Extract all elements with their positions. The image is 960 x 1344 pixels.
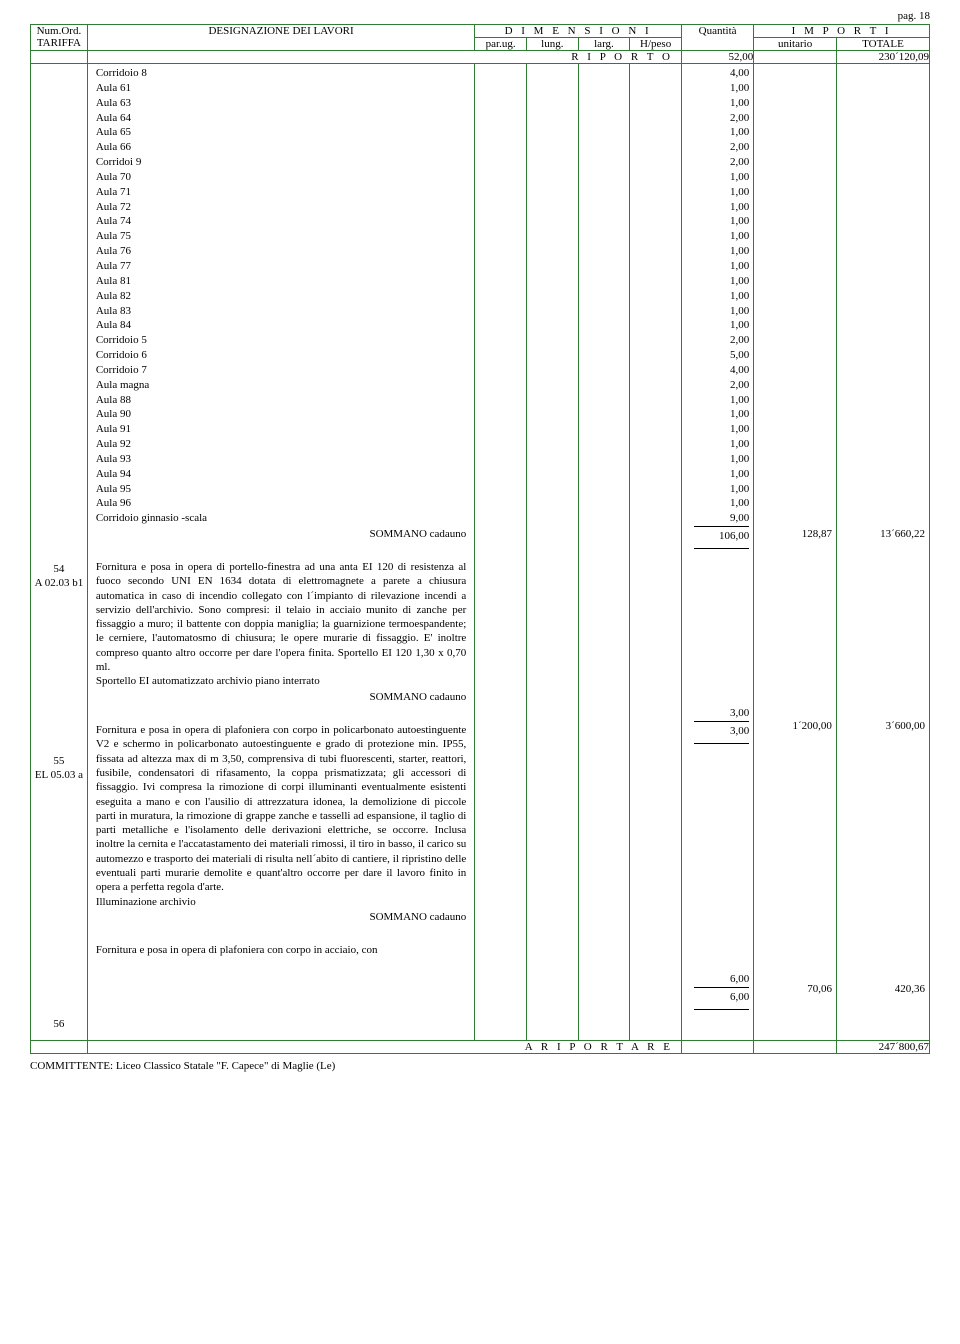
riportare-tot: 247´800,67 [836, 1041, 929, 1054]
hdr-totale: TOTALE [836, 38, 929, 51]
numord-col: 54A 02.03 b1 55EL 05.03 a 56 [31, 64, 88, 1041]
riportare-row: A R I P O R T A R E 247´800,67 [31, 1041, 930, 1054]
main-table: Num.Ord. TARIFFA DESIGNAZIONE DEI LAVORI… [30, 24, 930, 1054]
riporto-label: R I P O R T O [87, 51, 681, 64]
hdr-numord-1: Num.Ord. [31, 25, 87, 37]
hdr-importi: I M P O R T I [754, 25, 930, 38]
page-number: pag. 18 [30, 10, 930, 22]
desig-col: Corridoio 8Aula 61Aula 63Aula 64Aula 65A… [87, 64, 474, 1041]
hdr-parug: par.ug. [475, 38, 527, 51]
hdr-quantita: Quantità [681, 25, 753, 51]
riporto-tot: 230´120,09 [836, 51, 929, 64]
hdr-numord: Num.Ord. TARIFFA [31, 25, 88, 51]
header-row-1: Num.Ord. TARIFFA DESIGNAZIONE DEI LAVORI… [31, 25, 930, 38]
riporto-row: R I P O R T O 52,00 230´120,09 [31, 51, 930, 64]
hdr-designazione: DESIGNAZIONE DEI LAVORI [87, 25, 474, 51]
hdr-lung: lung. [526, 38, 578, 51]
hdr-dimensioni: D I M E N S I O N I [475, 25, 682, 38]
hdr-hpeso: H/peso [630, 38, 682, 51]
unit-col: 128,87 1´200,00 70,06 [754, 64, 837, 1041]
committente: COMMITTENTE: Liceo Classico Statale "F. … [30, 1060, 930, 1072]
hdr-tariffa: TARIFFA [31, 37, 87, 49]
riporto-qta: 52,00 [681, 51, 753, 64]
riportare-label: A R I P O R T A R E [87, 1041, 681, 1054]
qta-col: 4,001,001,002,001,002,002,001,001,001,00… [681, 64, 753, 1041]
hdr-larg: larg. [578, 38, 630, 51]
tot-col: 13´660,22 3´600,00 420,36 [836, 64, 929, 1041]
page: pag. 18 Num.Ord. TARIFFA DESIGNAZIONE DE… [0, 0, 960, 1082]
hdr-unitario: unitario [754, 38, 837, 51]
body-row: 54A 02.03 b1 55EL 05.03 a 56 Corridoio 8… [31, 64, 930, 1041]
